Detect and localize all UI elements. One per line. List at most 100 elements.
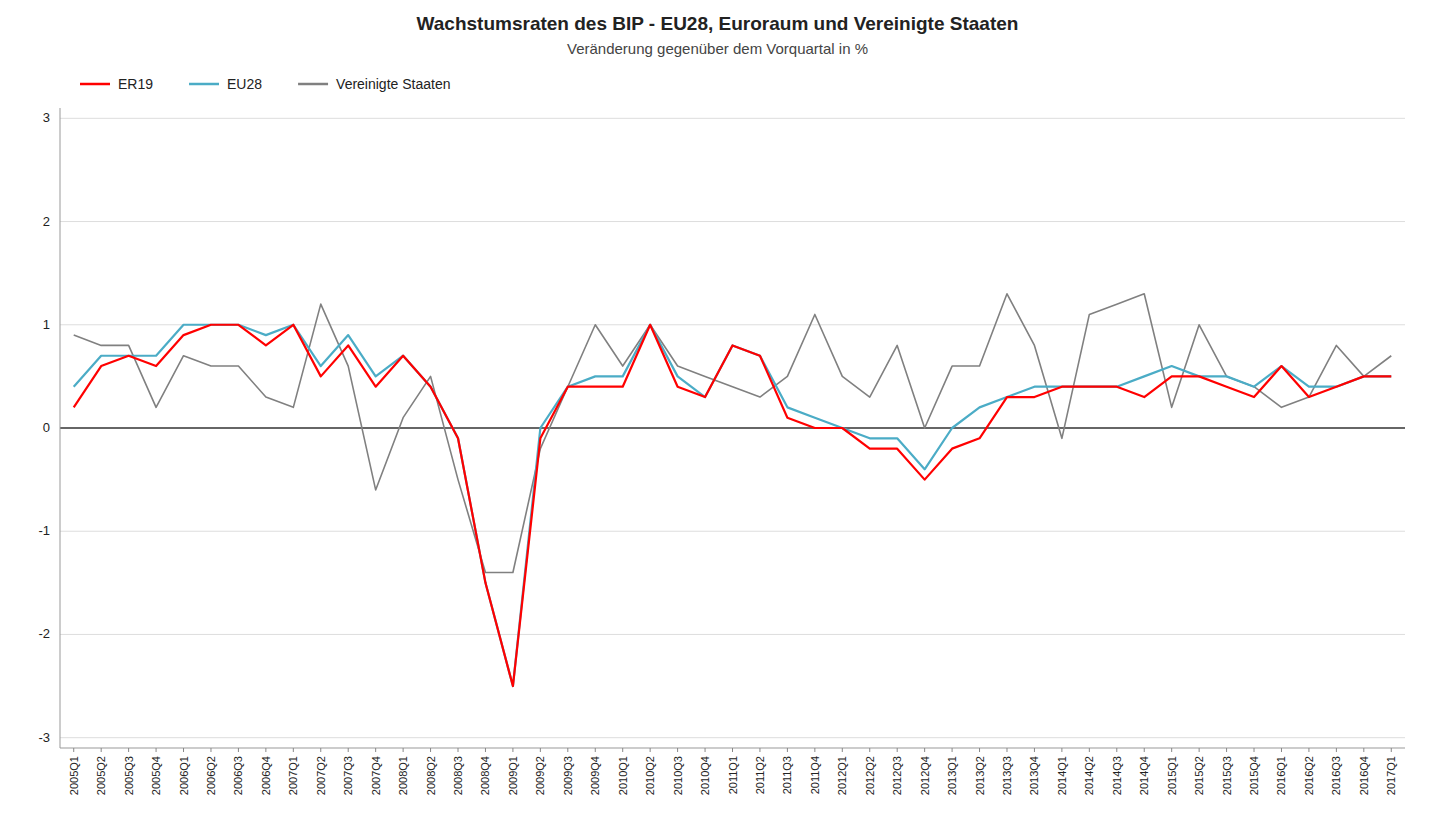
x-tick — [348, 748, 349, 752]
x-tick — [1116, 748, 1117, 752]
x-tick-label: 2012Q2 — [864, 756, 876, 795]
x-tick — [869, 748, 870, 752]
grid-line — [60, 118, 1405, 119]
x-tick — [1171, 748, 1172, 752]
legend-label: Vereinigte Staaten — [336, 76, 450, 92]
x-tick — [458, 748, 459, 752]
x-tick — [595, 748, 596, 752]
x-tick-label: 2013Q3 — [1001, 756, 1013, 795]
x-tick-label: 2010Q3 — [672, 756, 684, 795]
x-tick-label: 2013Q2 — [974, 756, 986, 795]
x-tick-label: 2007Q1 — [287, 756, 299, 795]
y-axis-line — [60, 108, 61, 748]
x-tick — [1308, 748, 1309, 752]
x-tick-label: 2012Q1 — [836, 756, 848, 795]
x-tick-label: 2014Q3 — [1111, 756, 1123, 795]
x-tick-label: 2014Q4 — [1138, 756, 1150, 795]
grid-line — [60, 427, 1405, 429]
legend-swatch — [189, 83, 219, 86]
x-tick — [1336, 748, 1337, 752]
legend-label: EU28 — [227, 76, 262, 92]
x-tick — [156, 748, 157, 752]
x-tick — [979, 748, 980, 752]
x-tick — [540, 748, 541, 752]
x-tick-label: 2016Q1 — [1275, 756, 1287, 795]
x-tick-label: 2008Q3 — [452, 756, 464, 795]
x-tick — [128, 748, 129, 752]
x-tick-label: 2005Q1 — [68, 756, 80, 795]
y-tick-label: 1 — [43, 317, 50, 332]
x-tick-label: 2014Q1 — [1056, 756, 1068, 795]
x-tick-label: 2007Q2 — [315, 756, 327, 795]
x-tick-label: 2006Q2 — [205, 756, 217, 795]
x-tick — [293, 748, 294, 752]
series-line — [74, 325, 1392, 686]
title: Wachstumsraten des BIP - EU28, Euroraum … — [417, 13, 1019, 34]
x-tick — [705, 748, 706, 752]
x-tick — [897, 748, 898, 752]
x-tick — [375, 748, 376, 752]
x-tick — [567, 748, 568, 752]
x-tick — [732, 748, 733, 752]
x-tick — [73, 748, 74, 752]
x-tick — [1089, 748, 1090, 752]
grid-line — [60, 531, 1405, 532]
grid-line — [60, 634, 1405, 635]
x-tick-label: 2005Q4 — [150, 756, 162, 795]
x-tick — [924, 748, 925, 752]
y-tick-label: -3 — [38, 730, 50, 745]
x-tick — [814, 748, 815, 752]
x-tick-label: 2015Q4 — [1248, 756, 1260, 795]
x-tick — [759, 748, 760, 752]
series-line — [74, 325, 1392, 686]
x-tick-label: 2011Q2 — [754, 756, 766, 794]
x-tick — [622, 748, 623, 752]
x-tick-label: 2010Q2 — [644, 756, 656, 795]
x-tick — [430, 748, 431, 752]
x-tick-label: 2012Q4 — [919, 756, 931, 795]
x-tick-label: 2015Q3 — [1221, 756, 1233, 795]
x-tick — [1199, 748, 1200, 752]
x-tick-label: 2006Q3 — [232, 756, 244, 795]
chart: Wachstumsraten des BIP - EU28, Euroraum … — [0, 0, 1435, 826]
x-tick — [101, 748, 102, 752]
x-tick-label: 2017Q1 — [1385, 756, 1397, 795]
x-tick-label: 2013Q4 — [1028, 756, 1040, 795]
legend-swatch — [80, 83, 110, 86]
y-tick-label: -2 — [38, 626, 50, 641]
x-tick — [265, 748, 266, 752]
x-tick-label: 2016Q3 — [1330, 756, 1342, 795]
x-tick-label: 2009Q4 — [589, 756, 601, 795]
x-tick — [320, 748, 321, 752]
x-tick-label: 2008Q2 — [425, 756, 437, 795]
x-tick-label: 2016Q2 — [1303, 756, 1315, 795]
x-tick — [952, 748, 953, 752]
x-tick — [677, 748, 678, 752]
x-tick-label: 2011Q1 — [727, 756, 739, 794]
x-tick-label: 2005Q2 — [95, 756, 107, 795]
x-tick — [1391, 748, 1392, 752]
x-tick-label: 2016Q4 — [1358, 756, 1370, 795]
series-line — [74, 294, 1392, 573]
legend-swatch — [298, 83, 328, 86]
y-tick-label: 3 — [43, 110, 50, 125]
grid — [60, 118, 1405, 737]
x-tick — [787, 748, 788, 752]
x-tick-label: 2006Q4 — [260, 756, 272, 795]
x-tick-label: 2013Q1 — [946, 756, 958, 795]
x-tick-label: 2006Q1 — [178, 756, 190, 795]
x-tick-label: 2009Q1 — [507, 756, 519, 795]
x-tick-label: 2014Q2 — [1083, 756, 1095, 795]
y-tick-label: 2 — [43, 214, 50, 229]
legend-label: ER19 — [118, 76, 153, 92]
x-tick-label: 2008Q4 — [479, 756, 491, 795]
y-tick-label: 0 — [43, 420, 50, 435]
x-tick-label: 2012Q3 — [891, 756, 903, 795]
x-tick — [1281, 748, 1282, 752]
grid-line — [60, 737, 1405, 738]
x-tick — [1144, 748, 1145, 752]
x-tick-label: 2005Q3 — [123, 756, 135, 795]
x-tick — [1034, 748, 1035, 752]
x-tick — [1363, 748, 1364, 752]
x-tick-label: 2009Q3 — [562, 756, 574, 795]
